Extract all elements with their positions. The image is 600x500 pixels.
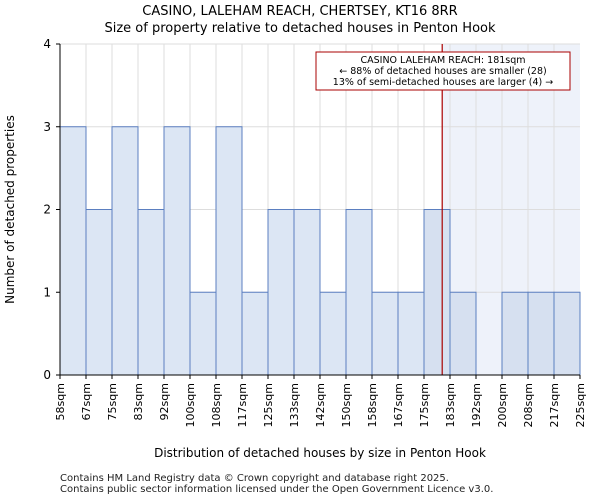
x-tick-label: 175sqm — [418, 383, 431, 427]
annotation-line-3: 13% of semi-detached houses are larger (… — [333, 77, 553, 88]
bar — [319, 291, 347, 376]
chart-subtitle: Size of property relative to detached ho… — [104, 21, 496, 36]
chart-title: CASINO, LALEHAM REACH, CHERTSEY, KT16 8R… — [142, 4, 458, 19]
bar — [111, 126, 139, 376]
bar — [371, 291, 399, 376]
x-tick-label: 200sqm — [496, 383, 509, 427]
x-tick-label: 192sqm — [470, 383, 483, 427]
x-tick-label: 117sqm — [236, 383, 249, 427]
footer-line-2: Contains public sector information licen… — [60, 484, 494, 495]
x-tick-label: 208sqm — [522, 383, 535, 427]
y-tick-label: 3 — [43, 120, 51, 134]
bar — [267, 209, 295, 376]
x-tick-label: 100sqm — [184, 383, 197, 427]
footer-line-1: Contains HM Land Registry data © Crown c… — [60, 473, 449, 484]
bar — [423, 209, 451, 376]
bar — [189, 291, 217, 376]
bar — [59, 126, 87, 376]
bar — [527, 291, 555, 376]
x-tick-label: 133sqm — [288, 383, 301, 427]
bar — [345, 209, 373, 376]
annotation-line-1: CASINO LALEHAM REACH: 181sqm — [360, 55, 525, 66]
x-tick-label: 225sqm — [574, 383, 587, 427]
x-tick-label: 158sqm — [366, 383, 379, 427]
x-tick-label: 150sqm — [340, 383, 353, 427]
bar — [163, 126, 191, 376]
bar — [293, 209, 321, 376]
x-tick-label: 58sqm — [54, 383, 67, 420]
bar — [501, 291, 529, 376]
y-axis-label: Number of detached properties — [3, 115, 17, 304]
x-tick-label: 67sqm — [80, 383, 93, 420]
x-tick-label: 108sqm — [210, 383, 223, 427]
x-tick-label: 75sqm — [106, 383, 119, 420]
bar — [397, 291, 425, 376]
x-tick-label: 92sqm — [158, 383, 171, 420]
x-tick-label: 183sqm — [444, 383, 457, 427]
bar — [137, 209, 165, 376]
x-axis-label: Distribution of detached houses by size … — [154, 446, 486, 460]
annotation-line-2: ← 88% of detached houses are smaller (28… — [339, 66, 546, 77]
x-tick-label: 167sqm — [392, 383, 405, 427]
bar — [241, 291, 269, 376]
bar — [449, 291, 477, 376]
bar — [553, 291, 581, 376]
histogram-chart: 0 1 2 3 4 58sqm 67sqm 75sqm 83sqm 92sqm 100sqm 108… — [3, 37, 587, 460]
bars — [59, 126, 581, 376]
y-tick-label: 0 — [43, 368, 51, 382]
y-ticks: 0 1 2 3 4 — [43, 37, 60, 382]
x-tick-label: 217sqm — [548, 383, 561, 427]
x-ticks: 58sqm 67sqm 75sqm 83sqm 92sqm 100sqm 108sqm 117… — [54, 375, 587, 427]
annotation-box-frame — [315, 51, 571, 91]
y-tick-label: 1 — [43, 285, 51, 299]
y-tick-label: 4 — [43, 37, 51, 51]
bar — [85, 209, 113, 376]
y-tick-label: 2 — [43, 203, 51, 217]
x-tick-label: 142sqm — [314, 383, 327, 427]
bar — [215, 126, 243, 376]
x-tick-label: 83sqm — [132, 383, 145, 420]
x-tick-label: 125sqm — [262, 383, 275, 427]
annotation-box: CASINO LALEHAM REACH: 181sqm ← 88% of de… — [315, 51, 571, 91]
